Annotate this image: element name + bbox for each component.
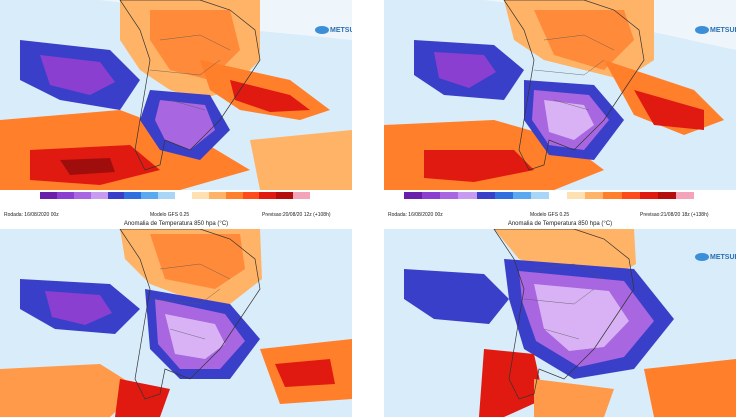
colorbar-swatch: [141, 192, 159, 199]
logo-metsul: METSUL: [695, 26, 736, 34]
colorbar-swatch: [657, 192, 676, 199]
colorbar-swatch: [56, 192, 74, 199]
colorbar-swatch: [530, 192, 549, 199]
logo-metsul: METSUL: [315, 26, 352, 34]
colorbar-swatch: [621, 192, 640, 199]
map-panel-bottom-left: Anomalia de Temperatura 850 hpa (°C): [0, 220, 352, 418]
colorbar-swatch: [585, 192, 604, 199]
colorbar-swatch: [458, 192, 477, 199]
colorbar-swatch: [639, 192, 658, 199]
colorbar-swatch: [259, 192, 277, 199]
colorbar-swatch: [494, 192, 513, 199]
logo-text: METSUL: [710, 27, 736, 34]
footer-forecast-tl: Previsao:20/08/20 12z (+108h): [262, 212, 331, 218]
colorbar: [40, 192, 310, 199]
colorbar-swatch: [107, 192, 125, 199]
colorbar-swatch: [225, 192, 243, 199]
logo-text: METSUL: [330, 27, 352, 34]
colorbar-swatch: [512, 192, 531, 199]
footer-run-tl: Rodada: 16/08/2020 00z: [4, 212, 59, 218]
colorbar-swatch: [440, 192, 459, 199]
colorbar-swatch: [549, 192, 568, 199]
colorbar-swatch: [675, 192, 694, 199]
panel-title: Anomalia de Temperatura 850 hpa (°C): [507, 221, 613, 227]
colorbar-swatch: [422, 192, 441, 199]
footer-run-tr: Rodada: 16/08/2020 00z: [388, 212, 443, 218]
colorbar-swatch: [276, 192, 294, 199]
colorbar-swatch: [175, 192, 192, 199]
footer-model-tr: Modelo GFS 0.25: [530, 212, 570, 218]
colorbar-swatch: [40, 192, 57, 199]
footer-model-tl: Modelo GFS 0.25: [150, 212, 190, 218]
colorbar-swatch: [567, 192, 586, 199]
logo-text: METSUL: [710, 254, 736, 261]
temperature-anomaly-map: METSUL: [0, 0, 352, 190]
footer-forecast-tr: Previsao:21/08/20 18z (+138h): [640, 212, 709, 218]
colorbar-swatch: [242, 192, 260, 199]
temperature-anomaly-map: METSUL: [384, 0, 736, 190]
map-panel-bottom-right: Anomalia de Temperatura 850 hpa (°C) MET…: [384, 220, 736, 418]
temperature-anomaly-map: METSUL: [384, 229, 736, 417]
colorbar-swatch: [476, 192, 495, 199]
colorbar-swatch: [603, 192, 622, 199]
colorbar-swatch: [404, 192, 423, 199]
colorbar-swatch: [73, 192, 91, 199]
colorbar-swatch: [191, 192, 209, 199]
logo-metsul: METSUL: [695, 253, 736, 261]
temperature-anomaly-map: [0, 229, 352, 417]
colorbar-swatch: [90, 192, 108, 199]
panel-title: Anomalia de Temperatura 850 hpa (°C): [123, 221, 229, 227]
map-panel-top-left: METSUL: [0, 0, 352, 200]
colorbar-swatch: [124, 192, 142, 199]
colorbar: [404, 192, 694, 199]
map-panel-top-right: METSUL: [384, 0, 736, 200]
colorbar-swatch: [158, 192, 175, 199]
colorbar-swatch: [208, 192, 226, 199]
colorbar-swatch: [293, 192, 310, 199]
